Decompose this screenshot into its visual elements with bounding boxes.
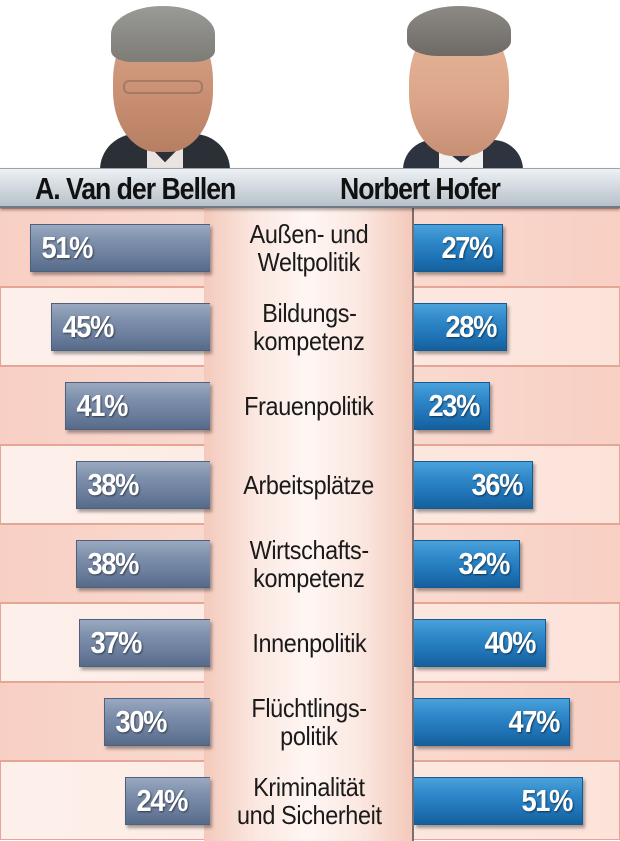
bar-value-label: 36% [471, 467, 524, 502]
topic-line-1: Frauenpolitik [244, 390, 374, 421]
topic-label: Innenpolitik [204, 603, 414, 682]
topic-label: Flüchtlings-politik [204, 682, 414, 761]
bar-value-label: 23% [428, 388, 481, 423]
bar-value-label: 28% [445, 309, 498, 344]
topic-line-1: Flüchtlings- [251, 692, 367, 723]
bar-value-label: 38% [87, 546, 139, 581]
portrait-hair [111, 6, 215, 62]
candidate-photos [0, 0, 620, 170]
bar-hofer: 23% [414, 382, 490, 430]
bar-hofer: 28% [414, 303, 507, 351]
bar-value-label: 38% [87, 467, 139, 502]
topic-line-2: und Sicherheit [236, 799, 382, 830]
bar-value-label: 27% [441, 230, 494, 265]
portrait-hair [407, 6, 511, 56]
topic-label: Frauenpolitik [204, 366, 414, 445]
topic-label: Kriminalität und Sicherheit [204, 761, 414, 840]
bar-hofer: 36% [414, 461, 533, 509]
bar-van-der-bellen: 38% [76, 540, 210, 588]
topic-line-1: Wirtschafts- [249, 534, 369, 565]
bar-hofer: 32% [414, 540, 520, 588]
bar-van-der-bellen: 38% [76, 461, 210, 509]
topic-line-1: Kriminalität [253, 771, 365, 802]
bar-van-der-bellen: 37% [79, 619, 210, 667]
bar-value-label: 24% [136, 783, 188, 818]
bar-value-label: 30% [115, 704, 167, 739]
bar-van-der-bellen: 41% [65, 382, 210, 430]
topic-line-2: kompetenz [253, 325, 365, 356]
portrait-hofer [395, 0, 530, 170]
portrait-van-der-bellen [95, 0, 235, 170]
bar-value-label: 37% [90, 625, 142, 660]
bar-van-der-bellen: 30% [104, 698, 210, 746]
topic-line-2: politik [280, 720, 338, 751]
topic-line-1: Bildungs- [261, 297, 357, 328]
bar-value-label: 51% [41, 230, 93, 265]
candidate-header: A. Van der Bellen Norbert Hofer [0, 168, 620, 208]
portrait-glasses [123, 80, 203, 94]
bar-value-label: 41% [76, 388, 128, 423]
topic-column [204, 208, 414, 841]
bar-hofer: 51% [414, 777, 583, 825]
topic-line-1: Innenpolitik [251, 627, 367, 658]
candidate-name-right: Norbert Hofer [340, 171, 501, 206]
topic-label: Außen- und Weltpolitik [204, 208, 414, 287]
bar-hofer: 40% [414, 619, 546, 667]
bar-hofer: 47% [414, 698, 570, 746]
bar-value-label: 45% [62, 309, 114, 344]
topic-label: Wirtschafts-kompetenz [204, 524, 414, 603]
topic-line-2: kompetenz [253, 562, 365, 593]
topic-label: Arbeitsplätze [204, 445, 414, 524]
topic-line-2: Weltpolitik [257, 246, 361, 277]
topic-line-1: Arbeitsplätze [243, 469, 375, 500]
bar-value-label: 51% [521, 783, 574, 818]
bar-value-label: 32% [458, 546, 511, 581]
topic-line-1: Außen- und [249, 218, 369, 249]
bar-van-der-bellen: 24% [125, 777, 210, 825]
topic-label: Bildungs-kompetenz [204, 287, 414, 366]
bar-van-der-bellen: 45% [51, 303, 210, 351]
bar-van-der-bellen: 51% [30, 224, 210, 272]
candidate-name-left: A. Van der Bellen [35, 171, 236, 206]
bar-hofer: 27% [414, 224, 503, 272]
bar-value-label: 47% [508, 704, 561, 739]
bar-value-label: 40% [484, 625, 537, 660]
